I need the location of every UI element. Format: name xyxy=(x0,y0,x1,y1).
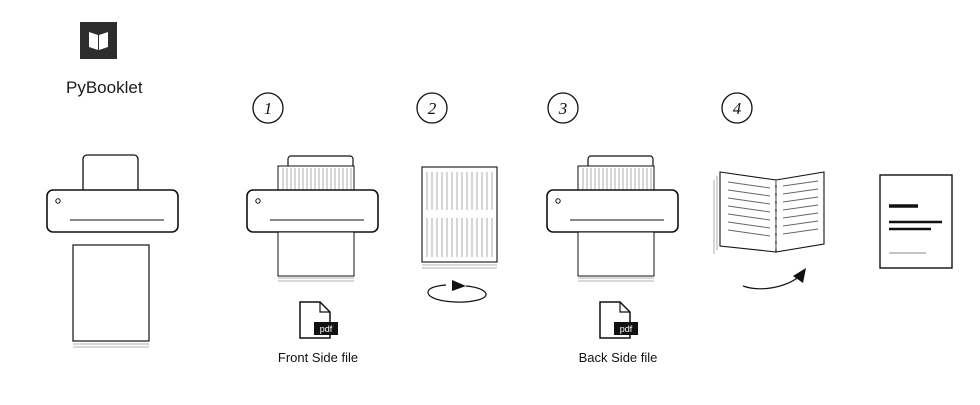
step-marker-1: 1 xyxy=(252,92,284,124)
final-booklet-page xyxy=(879,174,953,269)
printer-front-side xyxy=(246,155,379,282)
step-marker-2: 2 xyxy=(416,92,448,124)
open-booklet xyxy=(713,171,825,254)
front-side-file-label: Front Side file xyxy=(277,350,359,365)
step-marker-3: 3 xyxy=(547,92,579,124)
pdf-ext-label: pdf xyxy=(320,324,333,334)
printer-blank xyxy=(46,154,179,348)
rotate-arrow-icon xyxy=(427,280,487,303)
front-pdf-file-icon: pdf xyxy=(299,301,338,339)
step-number: 4 xyxy=(733,99,742,118)
printer-back-side xyxy=(546,155,679,282)
back-pdf-file-icon: pdf xyxy=(599,301,638,339)
fold-arrow-icon xyxy=(742,268,806,290)
back-side-file-label: Back Side file xyxy=(578,350,658,365)
open-book-icon xyxy=(89,32,108,50)
blank-paper xyxy=(72,244,150,342)
step-number: 2 xyxy=(428,99,437,118)
pdf-ext-label: pdf xyxy=(620,324,633,334)
logo-tile xyxy=(80,22,117,59)
brand-name: PyBooklet xyxy=(66,78,143,97)
step-number: 3 xyxy=(558,99,568,118)
step-marker-4: 4 xyxy=(721,92,753,124)
logo xyxy=(80,22,117,59)
step-number: 1 xyxy=(264,99,273,118)
printed-stack xyxy=(421,166,498,269)
